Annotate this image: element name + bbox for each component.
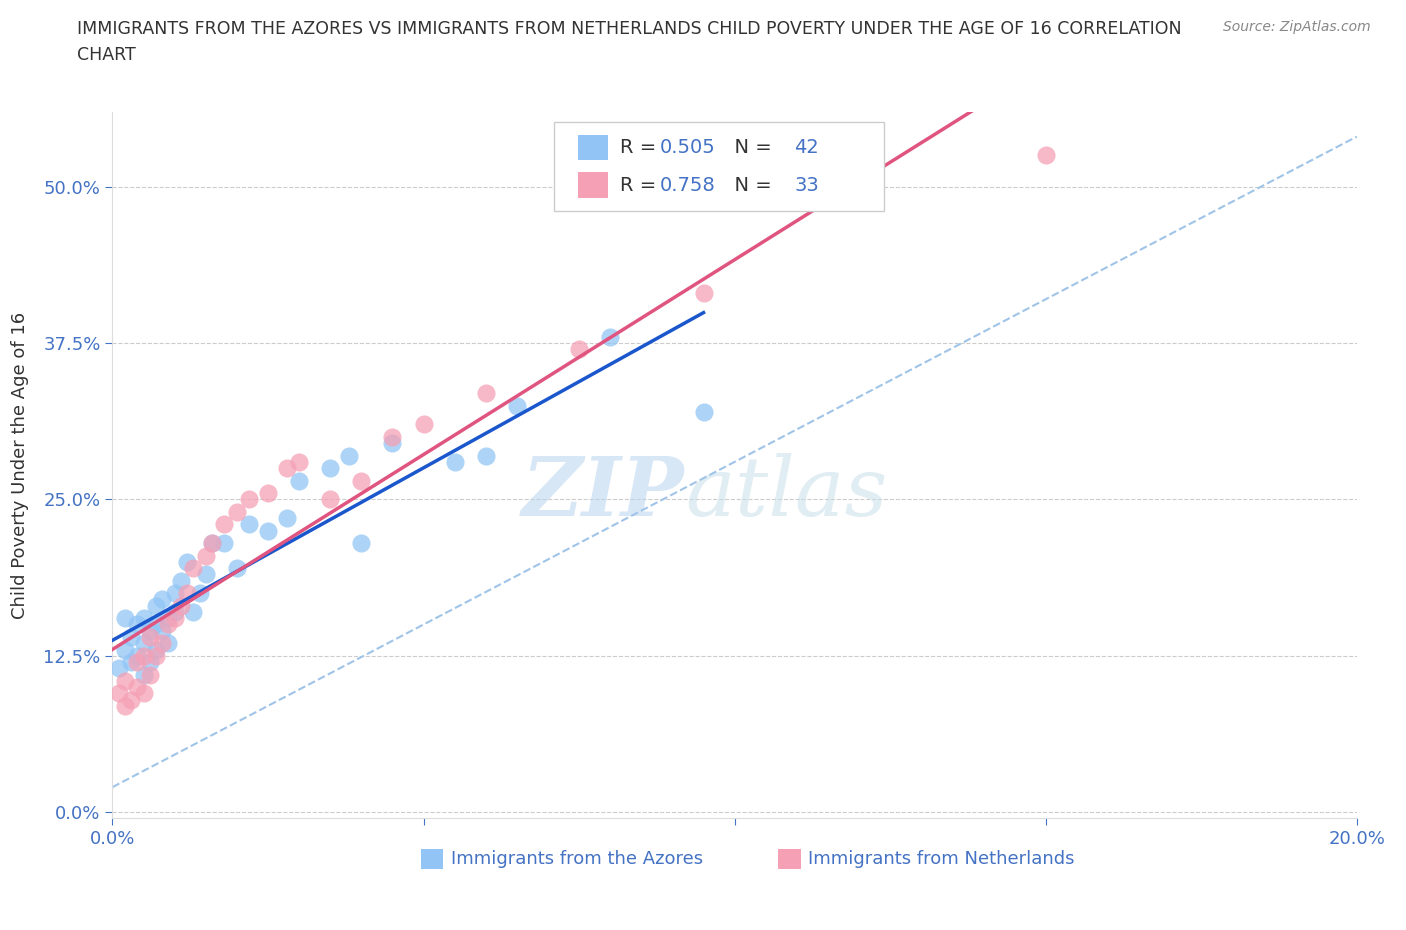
Text: atlas: atlas xyxy=(685,453,887,533)
FancyBboxPatch shape xyxy=(420,849,443,870)
FancyBboxPatch shape xyxy=(578,172,607,198)
Point xyxy=(107,685,129,700)
Point xyxy=(474,448,498,463)
Point xyxy=(132,667,155,682)
Point xyxy=(163,586,186,601)
Text: CHART: CHART xyxy=(77,46,136,64)
Point xyxy=(692,405,714,419)
Point xyxy=(107,661,129,676)
Point xyxy=(145,648,167,663)
FancyBboxPatch shape xyxy=(578,135,607,160)
Point xyxy=(150,592,173,607)
Point xyxy=(132,611,155,626)
Point xyxy=(568,342,591,357)
Point xyxy=(139,623,162,638)
Point xyxy=(692,286,714,300)
Point xyxy=(120,630,142,644)
Point xyxy=(238,492,260,507)
Point xyxy=(288,473,311,488)
Point xyxy=(157,611,180,626)
Text: 42: 42 xyxy=(794,139,820,157)
Point xyxy=(145,618,167,632)
Point xyxy=(157,636,180,651)
Text: 0.758: 0.758 xyxy=(659,176,716,194)
Text: R =: R = xyxy=(620,176,662,194)
Point xyxy=(319,460,342,475)
Text: 33: 33 xyxy=(794,176,820,194)
Point xyxy=(201,536,224,551)
Point xyxy=(257,485,280,500)
Point xyxy=(225,504,249,519)
Point xyxy=(506,398,529,413)
Point xyxy=(288,455,311,470)
Point xyxy=(183,561,205,576)
Point xyxy=(337,448,360,463)
Point xyxy=(163,611,186,626)
Point xyxy=(1035,148,1057,163)
Point xyxy=(132,636,155,651)
Point xyxy=(412,417,434,432)
Point xyxy=(350,536,373,551)
Point xyxy=(139,667,162,682)
Point xyxy=(127,618,149,632)
Point xyxy=(114,698,136,713)
Point xyxy=(176,586,198,601)
Point xyxy=(319,492,342,507)
Point xyxy=(150,623,173,638)
Point xyxy=(127,680,149,695)
Text: Immigrants from the Azores: Immigrants from the Azores xyxy=(451,850,703,869)
Point xyxy=(214,536,236,551)
Point xyxy=(139,630,162,644)
Text: IMMIGRANTS FROM THE AZORES VS IMMIGRANTS FROM NETHERLANDS CHILD POVERTY UNDER TH: IMMIGRANTS FROM THE AZORES VS IMMIGRANTS… xyxy=(77,20,1182,38)
Point xyxy=(183,604,205,619)
Point xyxy=(163,604,186,619)
Point xyxy=(176,554,198,569)
Point xyxy=(238,517,260,532)
Point xyxy=(170,598,193,613)
Text: Source: ZipAtlas.com: Source: ZipAtlas.com xyxy=(1223,20,1371,34)
Point xyxy=(381,430,404,445)
Text: N =: N = xyxy=(723,139,778,157)
Point xyxy=(127,655,149,670)
Point xyxy=(257,524,280,538)
FancyBboxPatch shape xyxy=(554,122,884,210)
Point xyxy=(139,655,162,670)
Point xyxy=(188,586,211,601)
Point xyxy=(201,536,224,551)
Text: R =: R = xyxy=(620,139,662,157)
Text: 0.505: 0.505 xyxy=(659,139,716,157)
FancyBboxPatch shape xyxy=(778,849,800,870)
Point xyxy=(114,673,136,688)
Point xyxy=(350,473,373,488)
Point xyxy=(127,648,149,663)
Point xyxy=(194,549,217,564)
Point xyxy=(120,655,142,670)
Point xyxy=(170,573,193,588)
Point xyxy=(145,642,167,657)
Text: N =: N = xyxy=(723,176,778,194)
Point xyxy=(145,598,167,613)
Point xyxy=(276,460,298,475)
Point xyxy=(114,611,136,626)
Point xyxy=(599,329,621,344)
Point xyxy=(276,511,298,525)
Point xyxy=(194,567,217,582)
Point xyxy=(443,455,465,470)
Text: ZIP: ZIP xyxy=(522,453,685,533)
Point xyxy=(132,648,155,663)
Point xyxy=(474,386,498,401)
Point xyxy=(381,435,404,450)
Point xyxy=(114,642,136,657)
Y-axis label: Child Poverty Under the Age of 16: Child Poverty Under the Age of 16 xyxy=(11,312,30,618)
Point xyxy=(132,685,155,700)
Point xyxy=(150,636,173,651)
Point xyxy=(225,561,249,576)
Point xyxy=(120,692,142,707)
Text: Immigrants from Netherlands: Immigrants from Netherlands xyxy=(808,850,1074,869)
Point xyxy=(157,618,180,632)
Point xyxy=(214,517,236,532)
